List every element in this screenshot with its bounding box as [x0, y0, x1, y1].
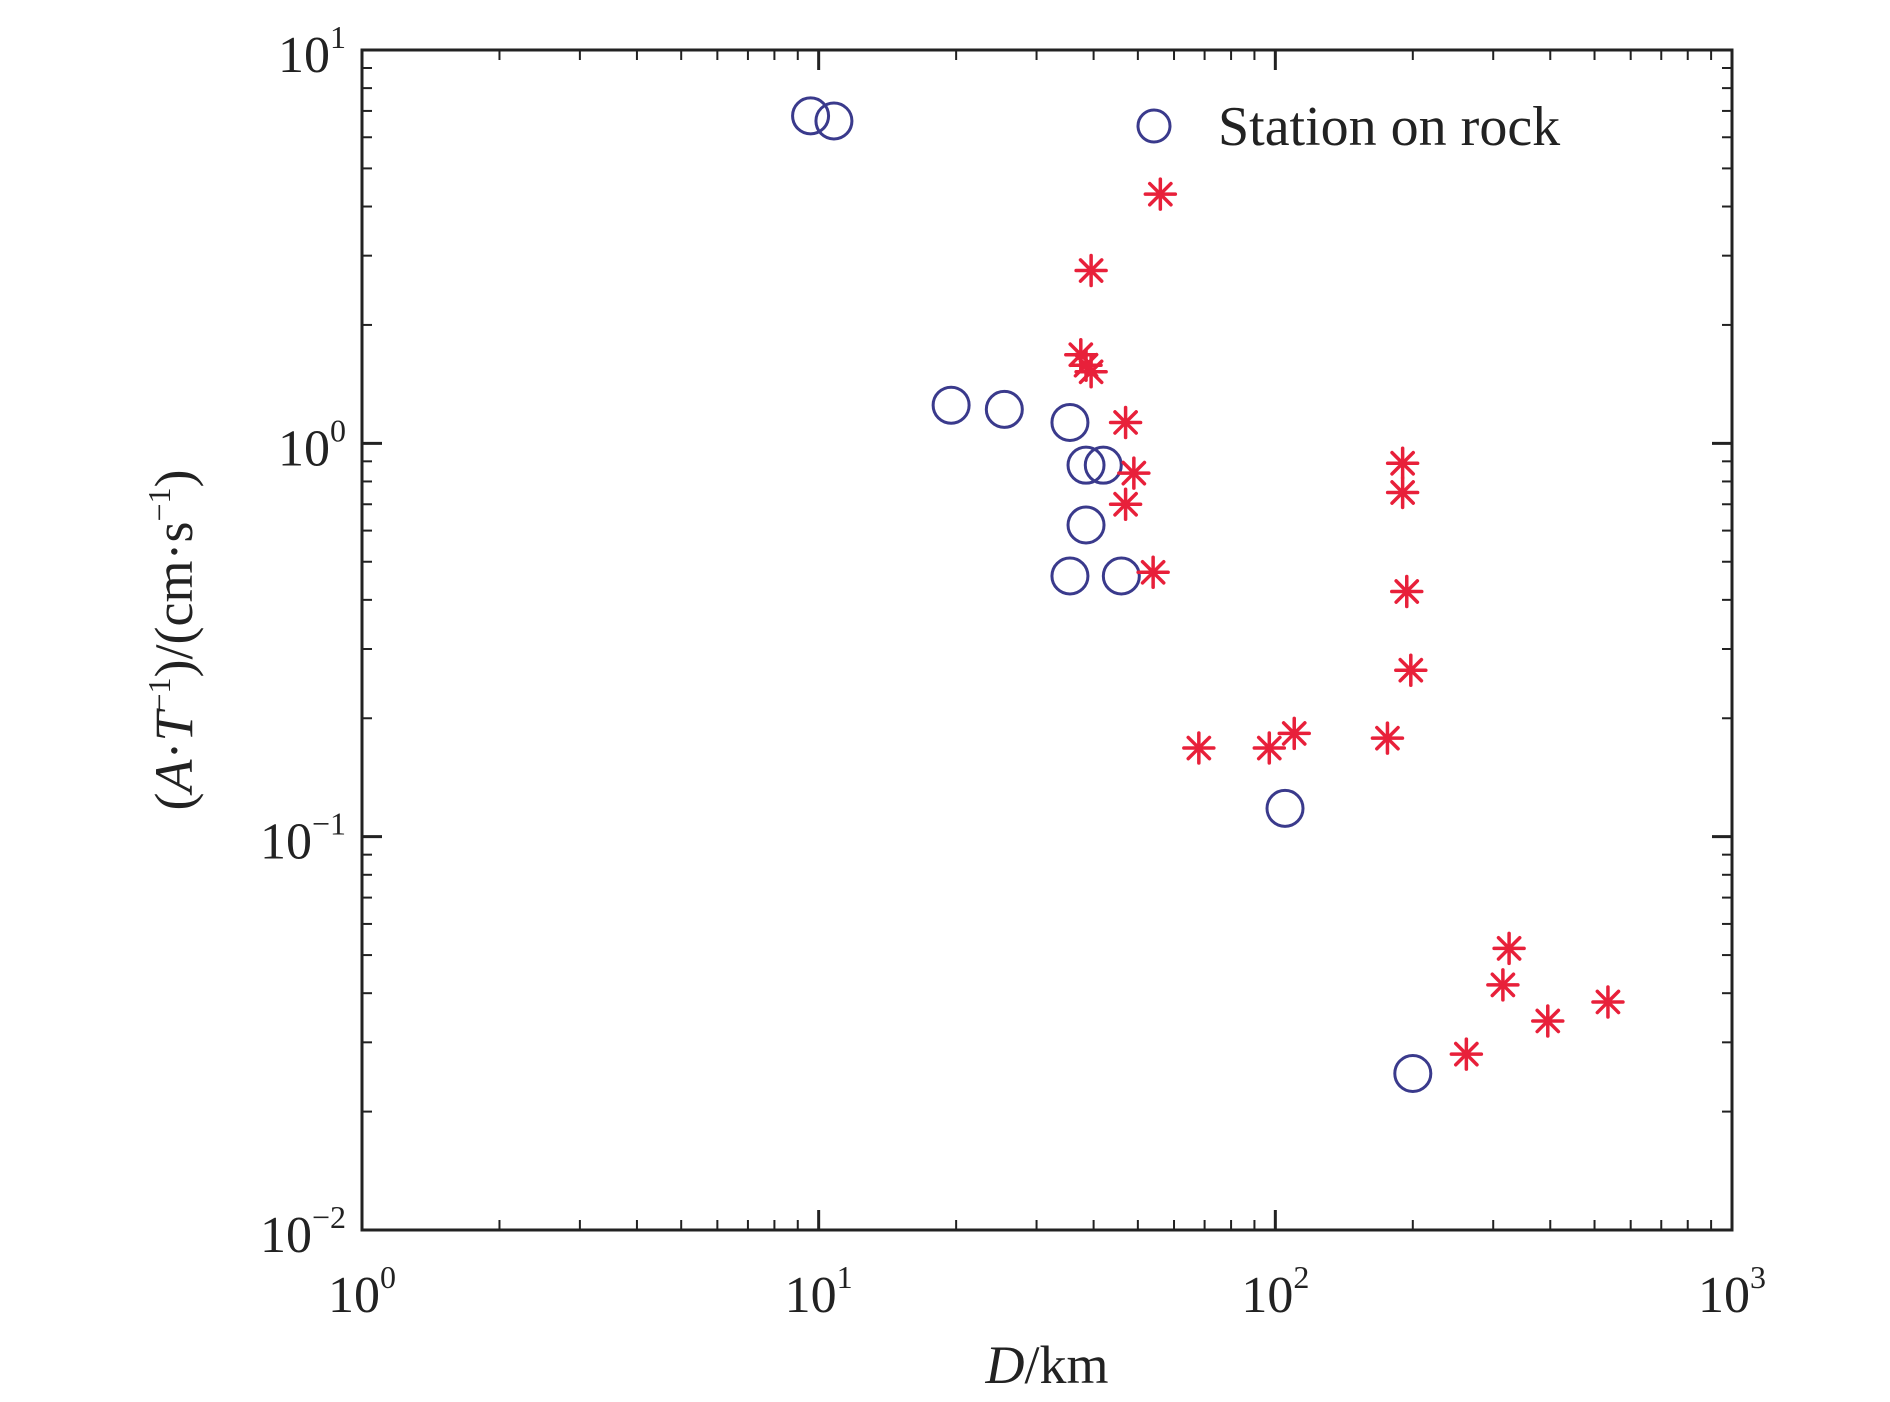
x-tick-label: 100: [328, 1259, 396, 1324]
y-tick-label: 10−1: [260, 806, 346, 871]
data-point-asterisk: [1143, 177, 1178, 211]
x-tick-label-base: 10: [785, 1267, 837, 1324]
y-tick-label: 10−2: [260, 1199, 346, 1264]
x-tick-label: 103: [1698, 1259, 1766, 1324]
data-point-asterisk: [1117, 456, 1151, 490]
data-point-circle: [984, 389, 1024, 429]
data-point-circle: [1265, 788, 1305, 828]
data-point-asterisk: [1449, 1037, 1484, 1071]
x-tick-label-exponent: 2: [1293, 1259, 1309, 1295]
x-tick-label-exponent: 1: [837, 1259, 853, 1295]
y-tick-label-base: 10: [260, 1207, 312, 1264]
y-tick-label-exponent: 1: [330, 19, 346, 55]
y-tick-label: 100: [278, 412, 346, 477]
y-tick-label-exponent: 0: [330, 412, 346, 448]
data-point-asterisk: [1277, 716, 1311, 751]
asterisk-stroke: [1375, 725, 1400, 751]
y-tick-label-base: 10: [278, 420, 330, 477]
y-axis-title: (A·T−1)/(cm·s−1): [141, 469, 204, 810]
asterisk-stroke: [1535, 1008, 1561, 1034]
asterisk-stroke: [1454, 1041, 1479, 1067]
asterisk-stroke: [1078, 359, 1104, 385]
asterisk-stroke: [1595, 989, 1621, 1015]
asterisk-stroke: [1140, 559, 1166, 585]
data-point-asterisk: [1385, 475, 1420, 510]
x-axis-title: D/km: [984, 1335, 1108, 1395]
asterisk-stroke: [1394, 579, 1420, 604]
data-point-circle: [791, 96, 831, 136]
y-tick-label-exponent: −2: [312, 1199, 346, 1235]
data-point-circle: [1393, 1053, 1433, 1093]
data-point-circle: [1101, 556, 1141, 596]
asterisk-stroke: [1186, 735, 1212, 761]
asterisk-stroke: [1256, 735, 1282, 761]
data-point-circle: [1083, 445, 1123, 485]
x-tick-label-exponent: 3: [1750, 1259, 1766, 1295]
data-point-asterisk: [1108, 487, 1143, 522]
data-point-asterisk: [1370, 721, 1405, 755]
data-point-asterisk: [1385, 446, 1420, 480]
data-point-asterisk: [1486, 968, 1520, 1002]
legend-circle-marker: [1136, 108, 1172, 144]
asterisk-stroke: [1113, 410, 1138, 435]
plot-frame: [360, 48, 1734, 1232]
asterisk-stroke: [1121, 460, 1147, 486]
x-tick-label: 101: [785, 1259, 853, 1324]
minor-ticks: [362, 50, 1732, 1230]
y-tick-label-base: 10: [260, 814, 312, 871]
data-point-circle: [1050, 402, 1090, 442]
asterisk-stroke: [1398, 657, 1424, 683]
legend-label-station-on-rock: Station on rock: [1218, 96, 1560, 158]
y-tick-label: 101: [278, 19, 346, 84]
data-point-circle: [1066, 505, 1106, 545]
legend: Station on rock: [1136, 96, 1560, 158]
asterisk-stroke: [1281, 721, 1307, 746]
data-point-asterisk: [1136, 555, 1170, 590]
asterisk-stroke: [1147, 181, 1173, 207]
y-tick-label-base: 10: [278, 27, 330, 84]
asterisk-stroke: [1078, 258, 1104, 283]
data-point-asterisk: [1108, 405, 1143, 440]
asterisk-stroke: [1113, 491, 1138, 517]
asterisk-stroke: [1068, 342, 1094, 368]
data-point-asterisk: [1182, 731, 1216, 765]
x-tick-label-base: 10: [328, 1267, 380, 1324]
asterisk-stroke: [1390, 480, 1415, 505]
y-tick-label-exponent: −1: [312, 806, 346, 842]
x-tick-label-base: 10: [1241, 1267, 1293, 1324]
x-tick-label-base: 10: [1698, 1267, 1750, 1324]
asterisk-stroke: [1490, 972, 1516, 998]
data-point-asterisk: [1591, 985, 1625, 1019]
x-tick-label: 102: [1241, 1259, 1309, 1324]
data-point-circle: [931, 385, 971, 425]
data-point-asterisk: [1390, 574, 1424, 609]
asterisk-stroke: [1496, 936, 1522, 961]
data-point-asterisk: [1252, 731, 1287, 765]
data-point-circle: [1050, 556, 1090, 596]
data-point-asterisk: [1074, 253, 1108, 288]
data-point-asterisk: [1074, 355, 1108, 389]
data-markers: [791, 96, 1625, 1093]
data-point-circle: [1066, 445, 1106, 485]
asterisk-stroke: [1390, 450, 1415, 476]
data-point-asterisk: [1492, 931, 1526, 966]
data-point-asterisk: [1531, 1004, 1565, 1038]
data-point-asterisk: [1394, 653, 1428, 687]
x-tick-label-exponent: 0: [380, 1259, 396, 1295]
major-ticks: [360, 48, 1734, 1232]
data-point-circle: [814, 101, 854, 141]
